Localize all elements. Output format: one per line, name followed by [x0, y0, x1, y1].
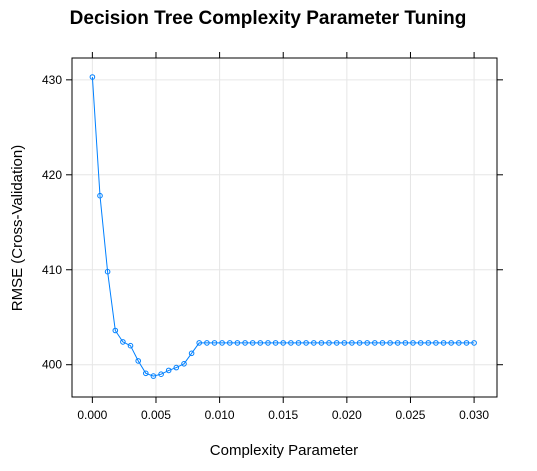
grid — [72, 58, 497, 397]
x-tick-label: 0.000 — [77, 408, 107, 422]
y-tick-label: 410 — [42, 263, 62, 277]
data-point — [150, 373, 157, 379]
data-point — [89, 74, 96, 80]
data-point — [417, 340, 424, 346]
data-point — [326, 340, 332, 346]
x-tick-label: 0.030 — [459, 408, 489, 422]
data-point — [196, 340, 202, 346]
data-point — [265, 340, 271, 346]
y-tick-label: 400 — [42, 358, 62, 372]
plot-panel — [71, 57, 498, 398]
data-point — [112, 327, 119, 334]
data-point — [288, 340, 294, 346]
data-point — [463, 340, 470, 346]
data-series — [89, 74, 477, 379]
data-point — [303, 340, 309, 346]
data-point — [311, 340, 317, 346]
data-point — [104, 268, 111, 275]
data-point — [227, 340, 233, 346]
data-point — [135, 358, 141, 364]
x-tick-label: 0.020 — [332, 408, 362, 422]
data-point — [425, 340, 432, 346]
data-point — [456, 340, 462, 346]
data-point — [234, 340, 241, 346]
data-point — [295, 340, 302, 346]
data-point — [249, 340, 256, 346]
data-point — [257, 340, 264, 346]
data-point — [394, 340, 401, 346]
data-point — [387, 340, 393, 346]
axis-ticks — [66, 52, 503, 403]
data-point — [318, 340, 325, 346]
data-point — [333, 340, 340, 346]
data-point — [356, 340, 363, 346]
y-tick-label: 420 — [42, 168, 62, 182]
data-point — [364, 340, 371, 346]
data-point — [204, 340, 210, 346]
data-point — [372, 340, 378, 346]
data-point — [440, 340, 447, 346]
data-point — [341, 340, 348, 346]
data-point — [188, 350, 195, 357]
data-point — [280, 340, 287, 346]
y-axis-label: RMSE (Cross-Validation) — [9, 145, 26, 311]
data-point — [165, 367, 172, 374]
x-tick-label: 0.005 — [141, 408, 171, 422]
chart-title: Decision Tree Complexity Parameter Tunin… — [70, 8, 467, 29]
data-point — [410, 340, 416, 346]
data-point — [211, 340, 218, 346]
data-point — [272, 340, 279, 346]
data-point — [448, 340, 455, 346]
data-point — [379, 340, 386, 346]
x-axis-label: Complexity Parameter — [210, 442, 358, 459]
x-tick-label: 0.015 — [268, 408, 298, 422]
x-tick-label: 0.010 — [205, 408, 235, 422]
data-point — [97, 192, 103, 199]
data-point — [127, 342, 134, 349]
data-point — [433, 340, 439, 346]
data-point — [402, 340, 409, 346]
y-tick-label: 430 — [42, 73, 62, 87]
data-point — [242, 340, 248, 346]
data-point — [471, 340, 477, 346]
data-point — [173, 364, 180, 371]
x-tick-label: 0.025 — [395, 408, 425, 422]
data-point — [143, 370, 149, 377]
data-point — [219, 340, 225, 346]
data-point — [158, 371, 164, 378]
data-point — [120, 339, 126, 345]
data-point — [349, 340, 355, 346]
data-point — [181, 361, 187, 367]
